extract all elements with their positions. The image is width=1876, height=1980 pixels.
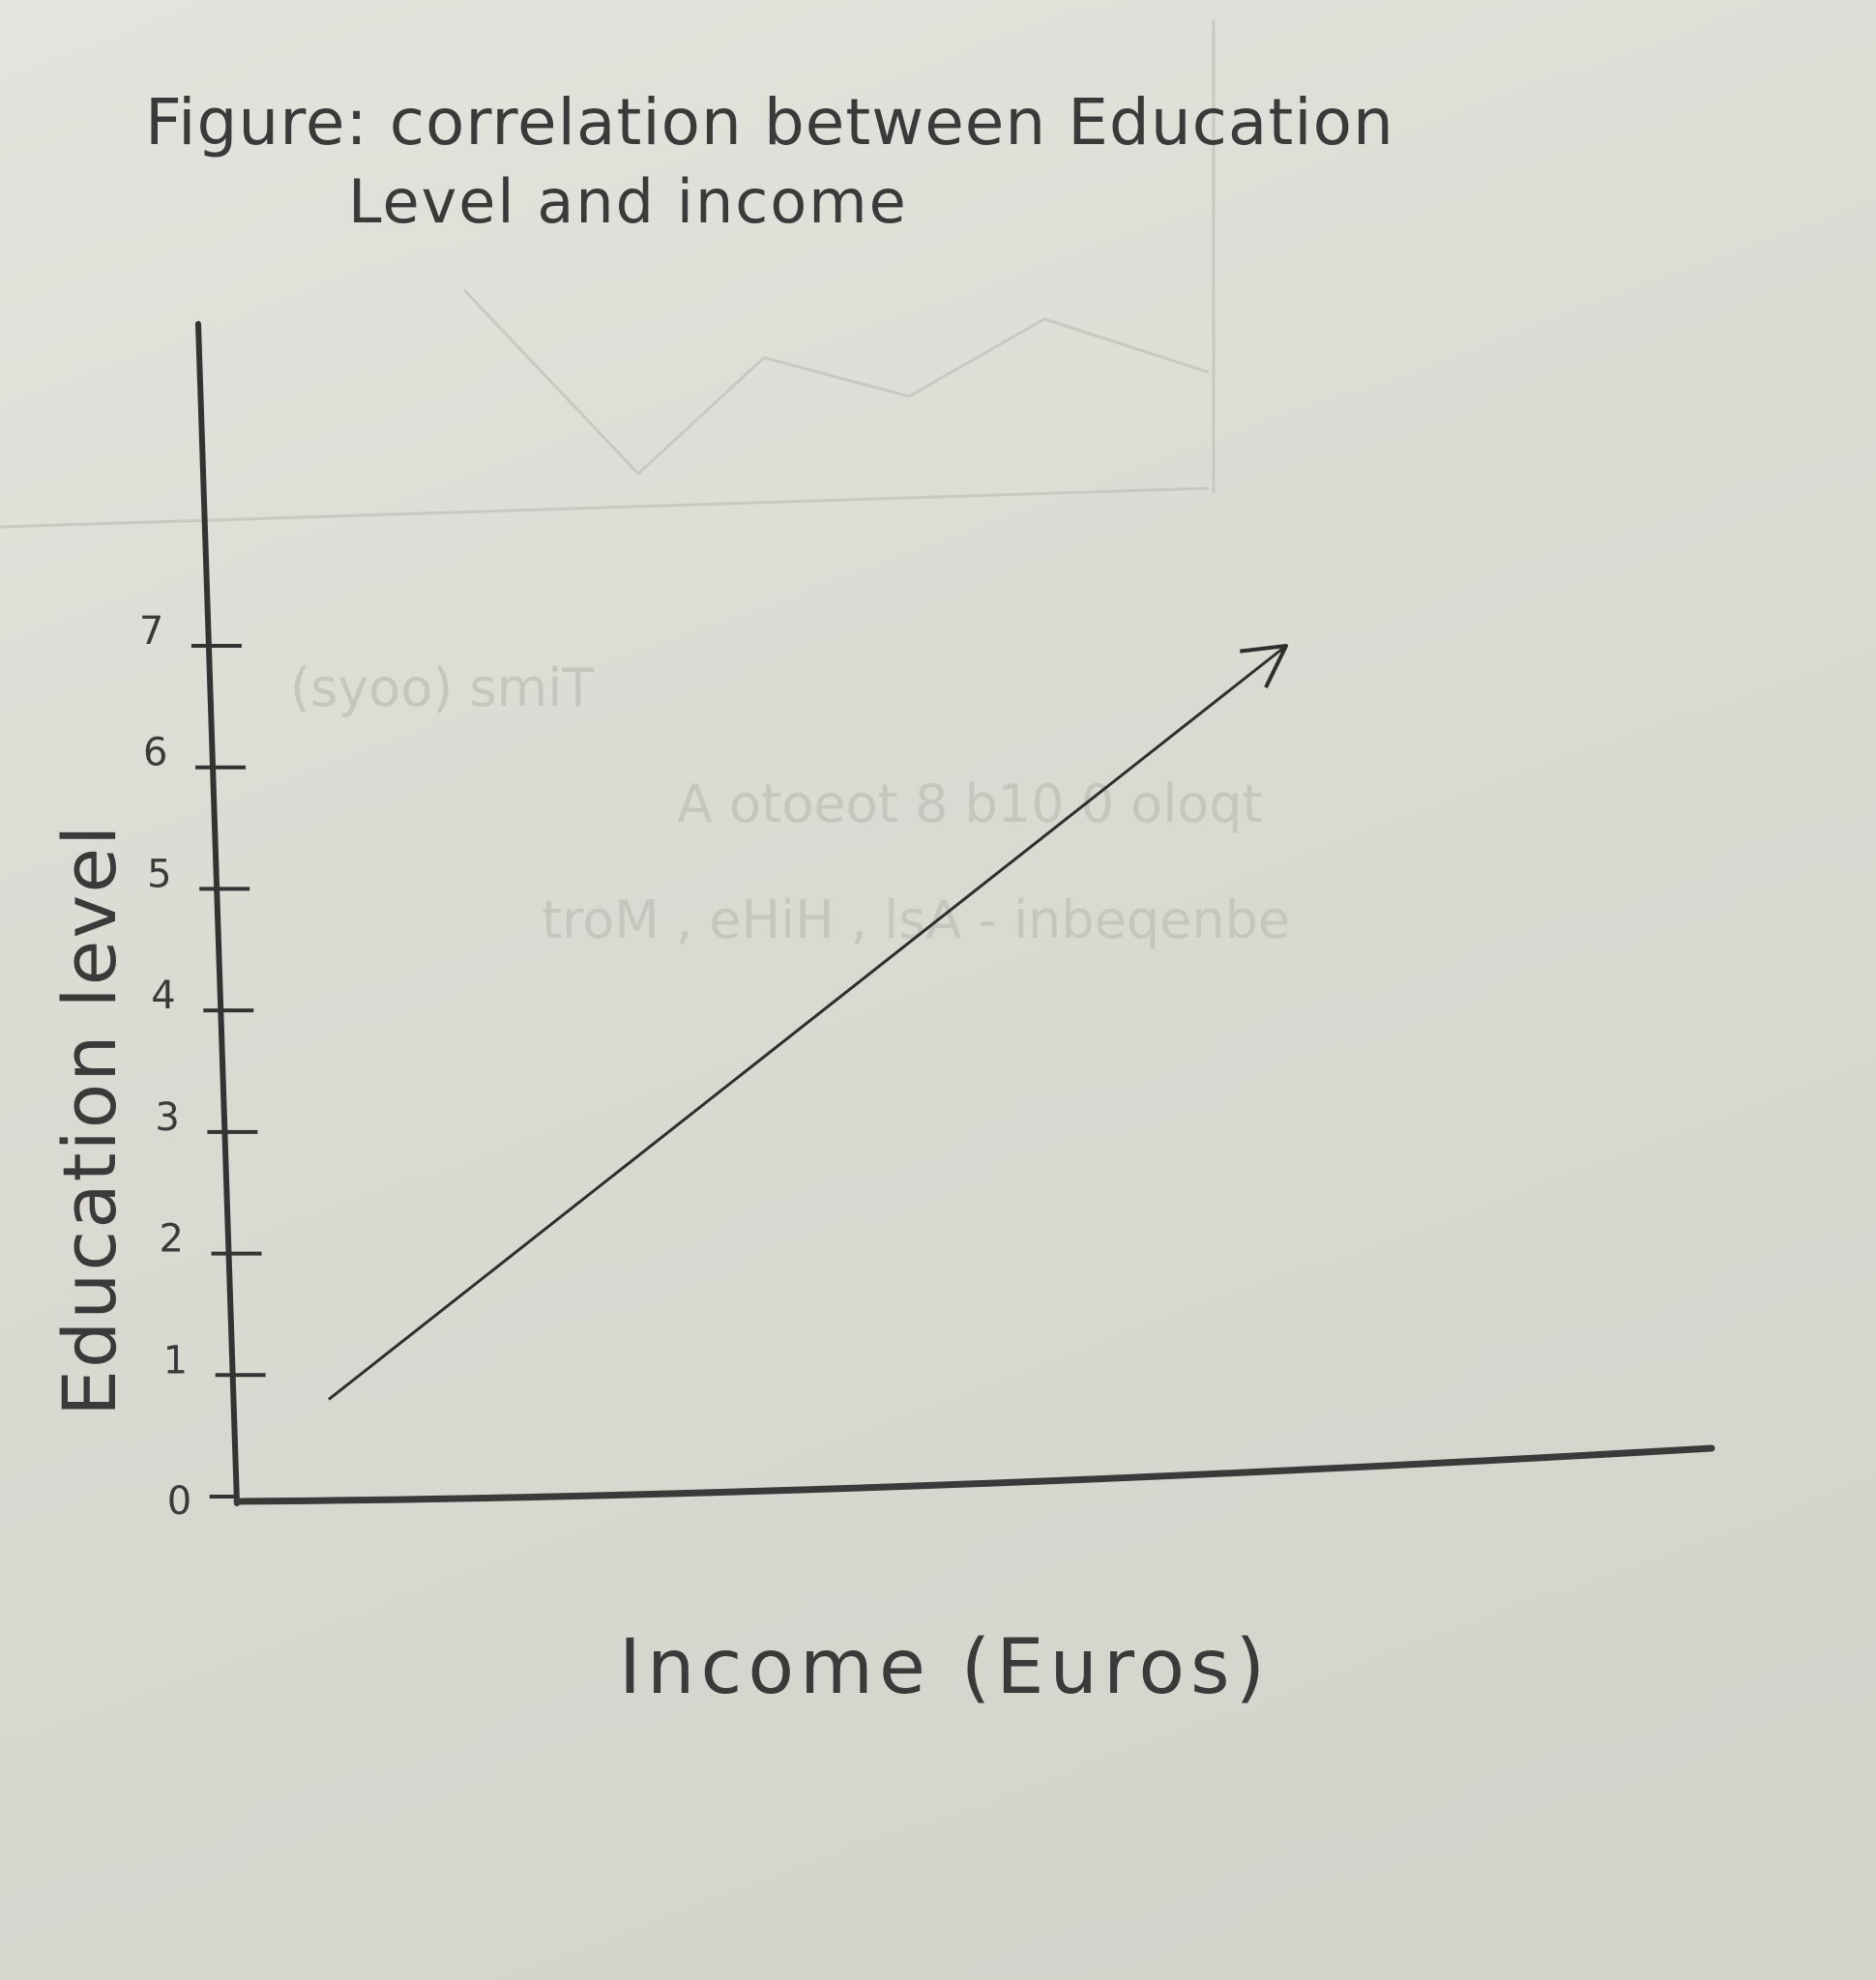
- svg-text:troM , eHiH , lsA - inbeqenbe: troM , eHiH , lsA - inbeqenbe: [542, 889, 1290, 950]
- y-ticks: [191, 644, 266, 1499]
- y-tick-label-6: 6: [143, 731, 167, 775]
- y-tick-label-4: 4: [151, 974, 175, 1018]
- series-group: [328, 644, 1288, 1401]
- y-tick-label-0: 0: [167, 1479, 191, 1524]
- y-tick-label-1: 1: [163, 1338, 188, 1383]
- chart-title: Figure: correlation between Education: [145, 85, 1394, 160]
- svg-text:A otoeot 8 b10 0 oloqt: A otoeot 8 b10 0 oloqt: [677, 773, 1263, 834]
- chart-title-line2: Level and income: [348, 166, 908, 237]
- y-axis: [195, 321, 240, 1506]
- bleed-through-marks: (syoo) smiT A otoeot 8 b10 0 oloqt troM …: [0, 19, 1290, 950]
- svg-text:(syoo) smiT: (syoo) smiT: [290, 657, 595, 718]
- x-axis-label: Income (Euros): [619, 1624, 1272, 1711]
- y-tick-label-3: 3: [155, 1095, 179, 1140]
- x-axis: [233, 1444, 1715, 1505]
- y-axis-label: Education level: [46, 823, 132, 1416]
- y-axis-label-wrapper: Education level: [46, 824, 132, 1416]
- series-line-0: [328, 644, 1287, 1401]
- y-tick-labels: 0 1 2 3 4 5 6 7: [139, 609, 191, 1524]
- series-arrowhead-0: [1240, 644, 1288, 689]
- y-tick-label-7: 7: [139, 609, 163, 654]
- y-tick-label-5: 5: [147, 852, 171, 896]
- y-tick-label-2: 2: [160, 1217, 184, 1262]
